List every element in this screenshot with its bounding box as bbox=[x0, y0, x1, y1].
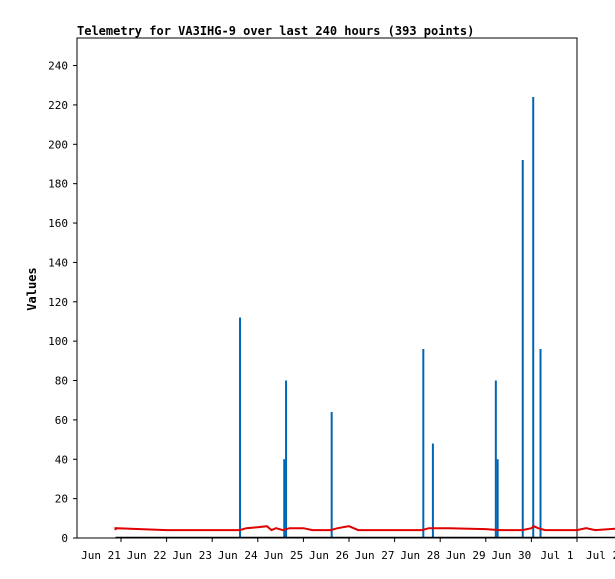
y-tick-label: 220 bbox=[48, 99, 68, 112]
x-tick-label: Jun 29 bbox=[446, 549, 486, 562]
y-tick-label: 240 bbox=[48, 60, 68, 73]
x-tick-label: Jun 25 bbox=[264, 549, 304, 562]
chart-title: Telemetry for VA3IHG-9 over last 240 hou… bbox=[77, 24, 474, 38]
y-tick-label: 160 bbox=[48, 217, 68, 230]
x-axis: Jun 21 Jun 22 Jun 23 Jun 24 Jun 25 Jun 26 Jun … bbox=[81, 538, 615, 562]
y-tick-label: 0 bbox=[61, 532, 68, 545]
x-tick-label: Jun 28 bbox=[400, 549, 440, 562]
y-tick-label: 120 bbox=[48, 296, 68, 309]
x-tick-label: Jun 26 bbox=[309, 549, 349, 562]
y-axis-label: Values bbox=[25, 267, 39, 310]
y-tick-label: 180 bbox=[48, 178, 68, 191]
y-tick-label: 140 bbox=[48, 256, 68, 269]
y-tick-label: 100 bbox=[48, 335, 68, 348]
spike-series bbox=[239, 97, 542, 538]
y-tick-label: 40 bbox=[55, 453, 68, 466]
x-tick-label: Jun 22 bbox=[127, 549, 167, 562]
baseline-series-line bbox=[114, 525, 615, 532]
x-tick-label: Jun 21 bbox=[81, 549, 121, 562]
y-tick-label: 60 bbox=[55, 414, 68, 427]
plot-frame bbox=[76, 37, 578, 539]
y-tick-label: 20 bbox=[55, 493, 68, 506]
x-tick-label: Jun 24 bbox=[218, 549, 258, 562]
y-tick-label: 200 bbox=[48, 138, 68, 151]
x-tick-label: Jun 30 bbox=[492, 549, 532, 562]
y-axis: 0 20 40 60 80 100 120 140 160 180 200 220 240 bbox=[48, 60, 77, 545]
baseline-series bbox=[114, 525, 615, 539]
x-tick-label: Jun 27 bbox=[355, 549, 395, 562]
y-tick-label: 80 bbox=[55, 375, 68, 388]
x-tick-label: Jun 23 bbox=[172, 549, 212, 562]
x-tick-label: Jul 1 bbox=[540, 549, 573, 562]
x-tick-label: Jul 2 bbox=[586, 549, 615, 562]
